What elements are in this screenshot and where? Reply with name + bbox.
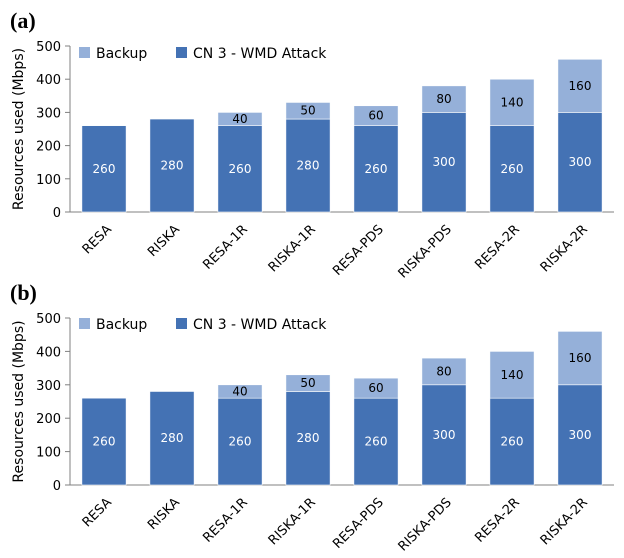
panel-b-bar-backup [353,377,399,399]
panel-b-y-tick-label: 300 [36,379,61,394]
panel-b-category-label: RISKA-PDS [396,495,455,554]
panel-b-bar-backup [489,351,535,399]
panel-a-bar-cn3-value: 300 [569,155,592,169]
panel-b-bar-cn3 [557,384,603,486]
panel-a-bar-cn3 [217,125,263,213]
panel-a-legend-label-backup: Backup [96,46,147,62]
panel-b-category-label: RESA [80,495,115,530]
panel-b-bar-backup-value: 80 [436,364,451,378]
panel-b-bar-cn3-value: 300 [433,428,456,442]
panel-b-bar-cn3-value: 260 [365,435,388,449]
panel-b-bar-cn3-value: 260 [229,435,252,449]
panel-a-bar-backup-value: 60 [368,109,383,123]
panel-b-y-tick-label: 0 [53,479,61,494]
panel-a-category-label: RISKA [145,222,183,260]
panel-a-label: (a) [10,8,36,33]
panel-a-legend-swatch-cn3 [176,47,187,58]
panel-a-bar-backup [489,78,535,126]
panel-a-bar-backup-value: 80 [436,92,451,106]
panel-b-category-label: RESA-1R [200,495,250,545]
panel-a-category-label: RISKA-1R [266,222,319,275]
panel-b-category-label: RESA-PDS [330,495,387,552]
panel-b-legend-swatch-cn3 [176,318,187,329]
panel-a-y-tick-label: 400 [36,73,61,88]
panel-b-bar-cn3-value: 260 [501,435,524,449]
panel-b-bar-cn3-value: 300 [569,428,592,442]
panel-b-bar-cn3 [353,397,399,486]
panel-a-bar-cn3 [489,125,535,213]
panel-b-y-tick-label: 200 [36,412,61,427]
panel-a-bar-cn3-value: 300 [433,155,456,169]
panel-a-bar-backup [217,112,263,126]
panel-b-bar-cn3 [421,384,467,486]
panel-a-bar-backup-value: 50 [300,104,315,118]
panel-a-legend-label-cn3: CN 3 - WMD Attack [193,46,327,62]
panel-a-y-tick-label: 0 [53,206,61,221]
panel-b-category-label: RISKA-1R [266,495,319,548]
panel-a-y-axis-title: Resources used (Mbps) [11,48,27,210]
panel-b-bar-backup [557,331,603,386]
panel-a-bar-cn3 [557,112,603,213]
panel-a-category-label: RESA-PDS [330,222,387,279]
panel-a-category-label: RISKA-PDS [396,222,455,281]
panel-b-y-tick-label: 500 [36,312,61,327]
panel-b-bar-backup-value: 160 [569,351,592,365]
panel-a-bar-cn3-value: 260 [93,162,116,176]
panel-a-bar-backup [285,102,331,120]
panel-a-y-tick-label: 100 [36,173,61,188]
panel-a-y-tick-label: 300 [36,106,61,121]
panel-a-bar-backup [353,105,399,126]
panel-b-category-label: RESA-2R [472,495,522,545]
panel-a-bar-backup [557,58,603,113]
panel-a-bar-cn3-value: 260 [229,162,252,176]
panel-a-bar-cn3 [81,125,127,213]
panel-b-category-label: RISKA [145,495,183,533]
panel-a-category-label: RESA-2R [472,222,522,272]
panel-a-bar-backup [421,85,467,113]
panel-a-category-label: RESA-1R [200,222,250,272]
panel-b-bar-backup-value: 140 [501,368,524,382]
panel-b-bar-cn3 [285,391,331,486]
panel-b-bar-backup [421,357,467,386]
panel-a-bar-cn3 [285,118,331,213]
panel-a-bar-cn3-value: 260 [501,162,524,176]
panel-b-legend-swatch-backup [79,318,90,329]
panel-a-bar-backup-value: 40 [232,112,247,126]
panel-b-category-label: RISKA-2R [538,495,591,548]
panel-b-bar-backup-value: 60 [368,381,383,395]
panel-a-bar-cn3-value: 280 [161,159,184,173]
panel-a-bar-cn3 [149,118,195,213]
panel-a-y-tick-label: 500 [36,40,61,55]
panel-b-bar-backup-value: 50 [300,376,315,390]
panel-a-category-label: RESA [80,222,115,257]
panel-a-category-label: RISKA-2R [538,222,591,275]
panel-b-bar-cn3-value: 280 [161,431,184,445]
panel-a-bar-cn3-value: 260 [365,162,388,176]
panel-b-bar-cn3 [81,397,127,486]
panel-b-bar-cn3-value: 260 [93,435,116,449]
panel-b-bar-cn3 [489,397,535,486]
panel-b-y-tick-label: 400 [36,345,61,360]
panel-b-label: (b) [10,280,37,305]
panel-b-bar-backup-value: 40 [232,384,247,398]
panel-b-legend-label-backup: Backup [96,317,147,333]
panel-a-legend-swatch-backup [79,47,90,58]
panel-b-legend-label-cn3: CN 3 - WMD Attack [193,317,327,333]
panel-a-bar-backup-value: 140 [501,95,524,109]
panel-b-bar-backup [285,374,331,392]
panel-b-bar-backup [217,384,263,399]
panel-a-y-tick-label: 200 [36,140,61,155]
panel-b-y-axis-title: Resources used (Mbps) [11,320,27,482]
panel-b-bar-cn3 [217,397,263,486]
panel-a-bar-cn3-value: 280 [297,159,320,173]
panel-a-bar-backup-value: 160 [569,79,592,93]
panel-b-bar-cn3-value: 280 [297,431,320,445]
panel-a-bar-cn3 [421,112,467,213]
panel-a-bar-cn3 [353,125,399,213]
panel-b-y-tick-label: 100 [36,446,61,461]
panel-b-bar-cn3 [149,391,195,486]
